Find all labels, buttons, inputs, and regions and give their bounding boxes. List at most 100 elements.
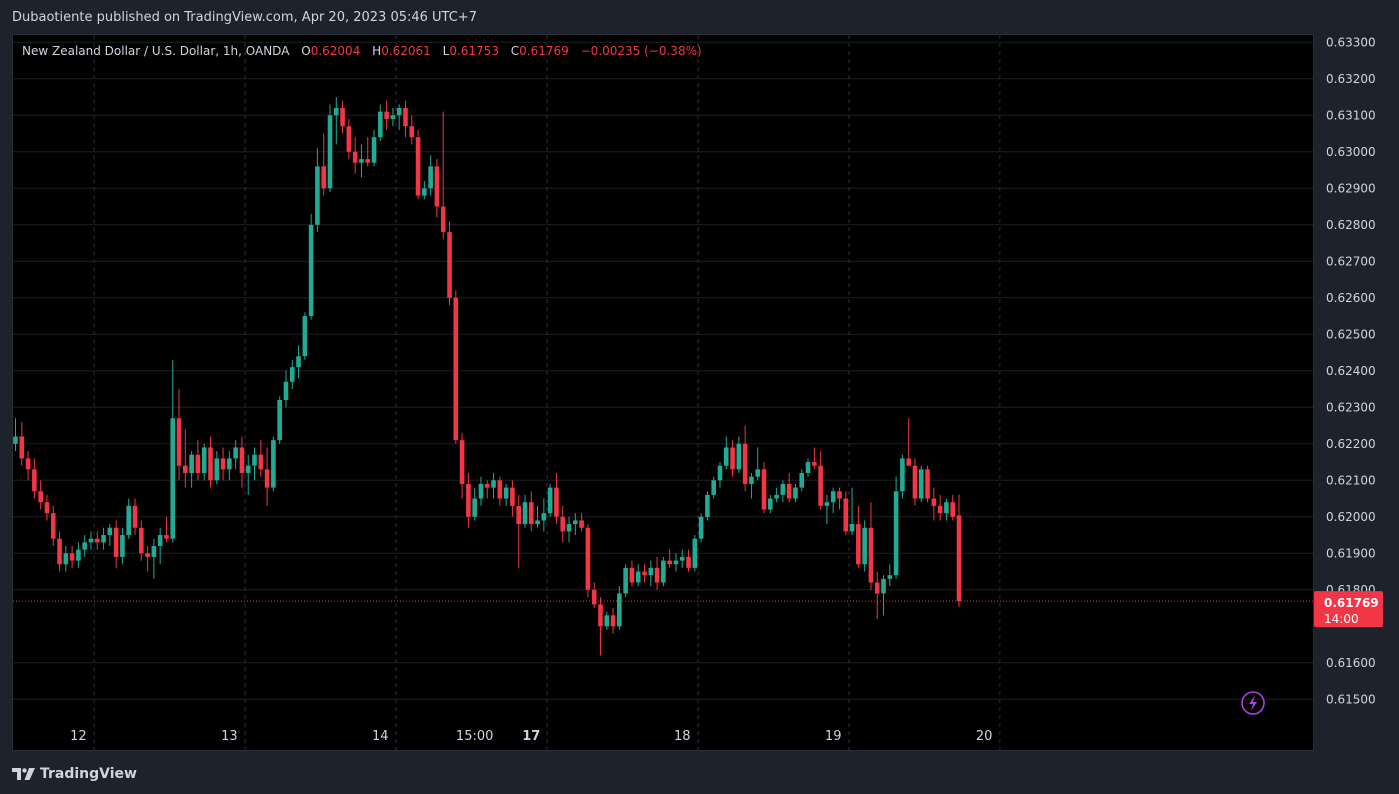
candle-down[interactable] [132,498,138,536]
candle-up[interactable] [705,491,710,521]
candle-down[interactable] [453,290,459,444]
candle-down[interactable] [742,425,748,492]
candle-up[interactable] [799,469,805,492]
candle-up[interactable] [252,447,257,481]
candle-down[interactable] [352,137,358,174]
candle-down[interactable] [340,100,345,134]
candle-up[interactable] [214,451,220,484]
candle-up[interactable] [13,418,18,452]
candle-up[interactable] [82,535,87,557]
candle-up[interactable] [918,465,924,503]
candle-up[interactable] [63,546,69,572]
candle-up[interactable] [573,513,578,536]
candle-down[interactable] [610,608,616,634]
candle-up[interactable] [679,549,685,568]
candle-down[interactable] [843,491,849,536]
candle-down[interactable] [57,531,62,572]
candle-down[interactable] [642,564,647,583]
candle-up[interactable] [535,505,540,528]
candle-up[interactable] [849,487,855,536]
candle-up[interactable] [359,144,364,178]
candle-up[interactable] [233,440,238,470]
candle-down[interactable] [50,505,56,546]
candle-down[interactable] [906,418,911,466]
candle-down[interactable] [440,111,446,240]
candle-up[interactable] [805,458,811,477]
candle-up[interactable] [277,396,282,444]
candle-up[interactable] [944,498,949,521]
candle-down[interactable] [139,520,144,561]
candle-down[interactable] [579,513,584,532]
candle-up[interactable] [793,483,798,503]
candle-down[interactable] [937,494,943,521]
candle-up[interactable] [881,575,886,616]
candle-down[interactable] [925,465,930,503]
candle-down[interactable] [598,597,603,656]
candle-up[interactable] [101,527,106,550]
candle-up[interactable] [289,359,295,390]
candle-up[interactable] [76,542,81,568]
candle-up[interactable] [107,524,113,546]
candle-down[interactable] [164,516,169,543]
candle-down[interactable] [554,473,559,525]
candle-down[interactable] [591,582,597,609]
candle-down[interactable] [510,480,515,517]
candle-up[interactable] [396,104,402,130]
candle-down[interactable] [466,473,471,528]
candle-up[interactable] [302,312,308,360]
candle-down[interactable] [25,451,31,481]
candle-down[interactable] [818,451,823,510]
candle-up[interactable] [227,451,232,481]
candle-up[interactable] [541,498,547,532]
candle-up[interactable] [522,494,528,528]
candle-up[interactable] [830,487,836,514]
candle-down[interactable] [365,137,371,167]
symbol-name[interactable]: New Zealand Dollar / U.S. Dollar, 1h, OA… [22,44,290,58]
candle-up[interactable] [749,473,754,499]
candle-down[interactable] [654,556,660,590]
candle-up[interactable] [88,531,94,550]
candle-down[interactable] [264,447,270,506]
candle-down[interactable] [384,100,389,130]
lightning-icon[interactable] [1241,691,1265,715]
candle-down[interactable] [629,560,635,587]
candle-up[interactable] [774,487,779,503]
candle-up[interactable] [711,476,716,499]
candle-down[interactable] [19,421,25,466]
candle-up[interactable] [491,473,496,499]
candle-down[interactable] [208,436,213,488]
candle-up[interactable] [308,213,314,320]
candle-up[interactable] [472,487,477,521]
candle-up[interactable] [723,436,729,470]
candle-up[interactable] [428,155,433,196]
candle-down[interactable] [195,440,201,481]
candle-up[interactable] [478,476,484,506]
candle-down[interactable] [730,440,735,477]
candle-down[interactable] [956,494,962,607]
candle-down[interactable] [44,494,50,521]
candle-up[interactable] [245,454,251,495]
candle-down[interactable] [403,100,408,138]
candle-down[interactable] [912,458,918,506]
candle-up[interactable] [547,483,553,517]
candle-up[interactable] [296,345,301,379]
candle-up[interactable] [120,527,125,565]
tradingview-logo-icon[interactable] [12,767,36,781]
candle-up[interactable] [717,462,723,488]
candle-down[interactable] [560,505,566,543]
candle-down[interactable] [761,462,767,514]
candle-down[interactable] [176,389,182,481]
candle-up[interactable] [327,104,333,192]
candle-down[interactable] [950,494,956,521]
candle-down[interactable] [868,502,874,590]
candle-down[interactable] [686,549,691,572]
candle-up[interactable] [900,454,905,499]
candle-down[interactable] [459,432,465,499]
candle-up[interactable] [692,535,698,572]
candle-up[interactable] [390,108,396,127]
candle-down[interactable] [220,447,226,481]
candle-up[interactable] [151,538,157,579]
candle-up[interactable] [673,553,679,572]
candle-up[interactable] [170,359,176,543]
